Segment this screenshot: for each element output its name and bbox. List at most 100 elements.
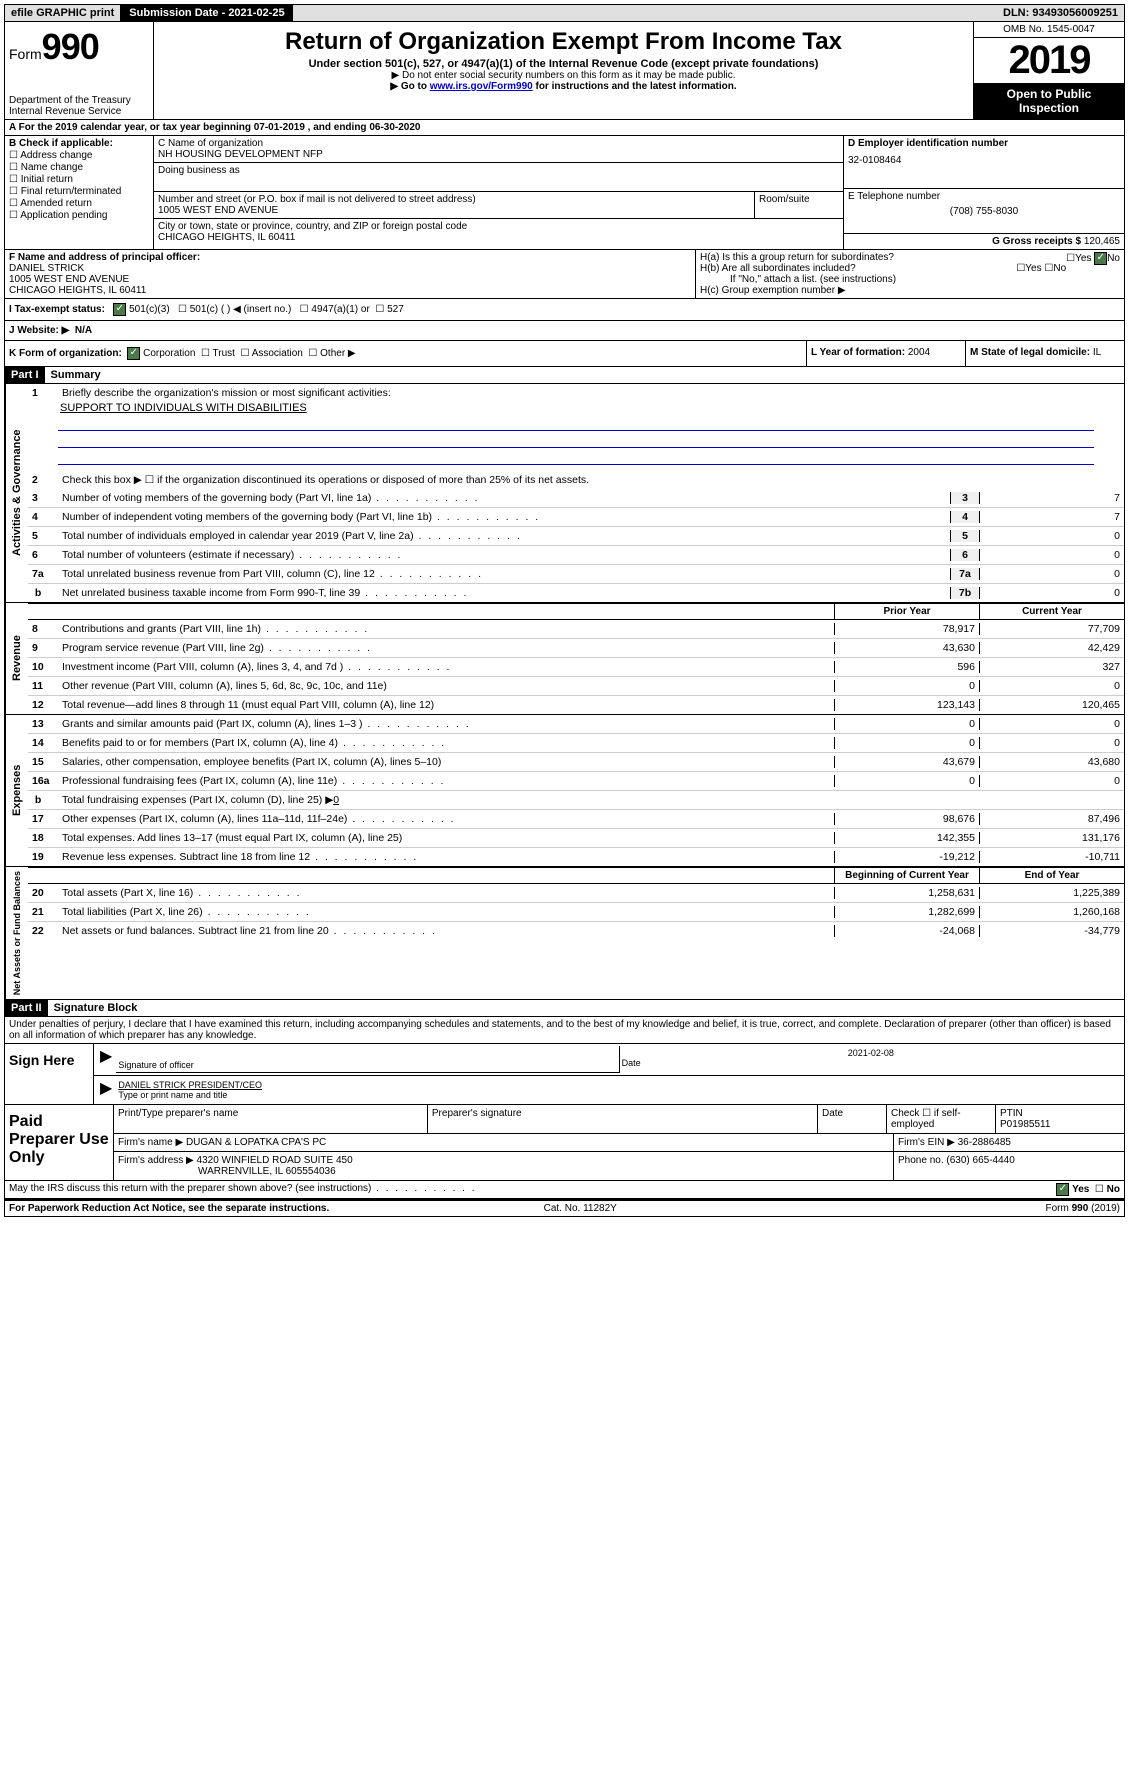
chk-address-change[interactable]: ☐ Address change bbox=[9, 150, 149, 161]
sig-officer-label: Signature of officer bbox=[118, 1060, 616, 1070]
prior-year-header: Prior Year bbox=[834, 604, 979, 619]
governance-label: Activities & Governance bbox=[5, 384, 28, 602]
website-label: J Website: ▶ bbox=[9, 325, 69, 336]
tax-year: 2019 bbox=[974, 38, 1124, 83]
block-b: B Check if applicable: ☐ Address change … bbox=[5, 136, 154, 249]
form-ref: Form 990 (2019) bbox=[1046, 1203, 1120, 1214]
efile-label[interactable]: efile GRAPHIC print bbox=[5, 5, 121, 21]
omb-number: OMB No. 1545-0047 bbox=[974, 22, 1124, 38]
ein-value: 32-0108464 bbox=[848, 155, 1120, 166]
gross-label: G Gross receipts $ bbox=[992, 236, 1081, 247]
firm-addr2: WARRENVILLE, IL 605554036 bbox=[118, 1166, 889, 1177]
dln: DLN: 93493056009251 bbox=[997, 5, 1124, 21]
line-12: Total revenue—add lines 8 through 11 (mu… bbox=[60, 698, 834, 712]
line-11: Other revenue (Part VIII, column (A), li… bbox=[60, 679, 834, 693]
line-10: Investment income (Part VIII, column (A)… bbox=[60, 660, 834, 674]
netassets-label: Net Assets or Fund Balances bbox=[5, 867, 28, 999]
org-name-label: C Name of organization bbox=[158, 138, 839, 149]
pp-name-label: Print/Type preparer's name bbox=[113, 1105, 427, 1133]
block-f: F Name and address of principal officer:… bbox=[5, 250, 696, 298]
line-5-val: 0 bbox=[979, 530, 1124, 542]
mission-blank-1 bbox=[58, 416, 1094, 431]
ptin-value: P01985511 bbox=[1000, 1119, 1120, 1130]
sig-name: DANIEL STRICK PRESIDENT/CEO bbox=[118, 1080, 1120, 1090]
org-name: NH HOUSING DEVELOPMENT NFP bbox=[158, 149, 839, 160]
paperwork-notice: For Paperwork Reduction Act Notice, see … bbox=[9, 1203, 329, 1214]
chk-corp[interactable] bbox=[127, 347, 140, 360]
part1-badge: Part I bbox=[5, 367, 45, 383]
row-klm: K Form of organization: Corporation ☐ Tr… bbox=[4, 341, 1125, 367]
part1-title: Summary bbox=[45, 367, 107, 383]
officer-label: F Name and address of principal officer: bbox=[9, 252, 691, 263]
header-right: OMB No. 1545-0047 2019 Open to Public In… bbox=[973, 22, 1124, 119]
dba-label: Doing business as bbox=[158, 165, 839, 176]
line-14: Benefits paid to or for members (Part IX… bbox=[60, 736, 834, 750]
part1-header-row: Part I Summary bbox=[4, 367, 1125, 384]
sign-arrow-icon: ▶ bbox=[96, 1046, 116, 1073]
part2-header-row: Part II Signature Block bbox=[4, 1000, 1125, 1017]
submission-date: Submission Date - 2021-02-25 bbox=[121, 5, 292, 21]
form-number: 990 bbox=[42, 26, 99, 67]
part2-badge: Part II bbox=[5, 1000, 48, 1016]
discuss-yes[interactable] bbox=[1056, 1183, 1069, 1196]
chk-final-return[interactable]: ☐ Final return/terminated bbox=[9, 186, 149, 197]
line-6: Total number of volunteers (estimate if … bbox=[60, 548, 950, 562]
chk-initial-return[interactable]: ☐ Initial return bbox=[9, 174, 149, 185]
paid-prep-label: Paid Preparer Use Only bbox=[5, 1105, 113, 1180]
sig-date-label: Date bbox=[622, 1058, 1120, 1068]
block-l: L Year of formation: 2004 bbox=[806, 341, 965, 366]
irs-link[interactable]: www.irs.gov/Form990 bbox=[430, 81, 533, 92]
line-5: Total number of individuals employed in … bbox=[60, 529, 950, 543]
block-c: C Name of organization NH HOUSING DEVELO… bbox=[154, 136, 844, 249]
top-bar: efile GRAPHIC print Submission Date - 20… bbox=[4, 4, 1125, 22]
revenue-section: Revenue Prior Year Current Year 8Contrib… bbox=[4, 603, 1125, 715]
city-label: City or town, state or province, country… bbox=[158, 221, 839, 232]
officer-name: DANIEL STRICK bbox=[9, 263, 691, 274]
form-title: Return of Organization Exempt From Incom… bbox=[158, 28, 969, 56]
block-m: M State of legal domicile: IL bbox=[965, 341, 1124, 366]
chk-amended[interactable]: ☐ Amended return bbox=[9, 198, 149, 209]
room-label: Room/suite bbox=[755, 192, 843, 218]
perjury-text: Under penalties of perjury, I declare th… bbox=[4, 1017, 1125, 1044]
blocks-bcde: B Check if applicable: ☐ Address change … bbox=[4, 136, 1125, 250]
line-16a: Professional fundraising fees (Part IX, … bbox=[60, 774, 834, 788]
website-value: N/A bbox=[75, 325, 92, 336]
firm-ein-label: Firm's EIN ▶ bbox=[898, 1137, 955, 1148]
begin-year-header: Beginning of Current Year bbox=[834, 868, 979, 883]
line-7a-val: 0 bbox=[979, 568, 1124, 580]
block-b-title: B Check if applicable: bbox=[9, 138, 149, 149]
block-de: D Employer identification number 32-0108… bbox=[844, 136, 1124, 249]
pp-date-label: Date bbox=[817, 1105, 886, 1133]
mission-blank-3 bbox=[58, 450, 1094, 465]
firm-addr1: 4320 WINFIELD ROAD SUITE 450 bbox=[197, 1155, 353, 1166]
chk-name-change[interactable]: ☐ Name change bbox=[9, 162, 149, 173]
firm-ein: 36-2886485 bbox=[958, 1137, 1011, 1148]
line-18: Total expenses. Add lines 13–17 (must eq… bbox=[60, 831, 834, 845]
sign-arrow-icon-2: ▶ bbox=[96, 1078, 116, 1102]
firm-addr-label: Firm's address ▶ bbox=[118, 1155, 194, 1166]
line-3: Number of voting members of the governin… bbox=[60, 491, 950, 505]
firm-phone-label: Phone no. bbox=[898, 1155, 944, 1166]
firm-phone: (630) 665-4440 bbox=[946, 1155, 1014, 1166]
line-16b: Total fundraising expenses (Part IX, col… bbox=[60, 793, 834, 807]
line-15: Salaries, other compensation, employee b… bbox=[60, 755, 834, 769]
line-7b-val: 0 bbox=[979, 587, 1124, 599]
note-link: ▶ Go to www.irs.gov/Form990 for instruct… bbox=[158, 81, 969, 92]
line-4-val: 7 bbox=[979, 511, 1124, 523]
addr-label: Number and street (or P.O. box if mail i… bbox=[158, 194, 750, 205]
h-a-no[interactable] bbox=[1094, 252, 1107, 265]
ein-label: D Employer identification number bbox=[848, 138, 1120, 149]
discuss-text: May the IRS discuss this return with the… bbox=[9, 1183, 477, 1196]
pp-sig-label: Preparer's signature bbox=[427, 1105, 817, 1133]
chk-app-pending[interactable]: ☐ Application pending bbox=[9, 210, 149, 221]
irs-label: Internal Revenue Service bbox=[9, 106, 131, 117]
ptin-label: PTIN bbox=[1000, 1108, 1120, 1119]
sign-section: Sign Here ▶ Signature of officer 2021-02… bbox=[4, 1044, 1125, 1105]
line-20: Total assets (Part X, line 16) bbox=[60, 886, 834, 900]
line-4: Number of independent voting members of … bbox=[60, 510, 950, 524]
block-k: K Form of organization: Corporation ☐ Tr… bbox=[5, 341, 806, 366]
note-ssn: ▶ Do not enter social security numbers o… bbox=[158, 70, 969, 81]
block-h: H(a) Is this a group return for subordin… bbox=[696, 250, 1124, 298]
part2-title: Signature Block bbox=[48, 1000, 144, 1016]
chk-501c3[interactable] bbox=[113, 303, 126, 316]
